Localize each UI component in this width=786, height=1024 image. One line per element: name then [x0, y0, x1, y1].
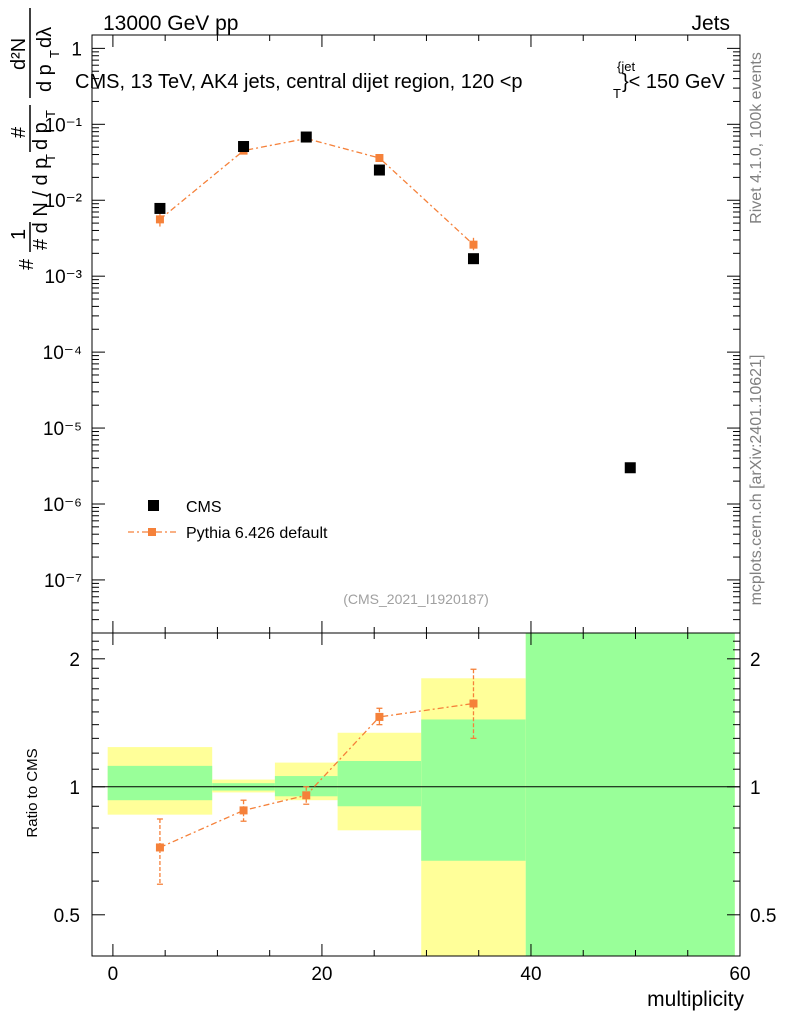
cms-data-point — [154, 202, 166, 214]
main-y-tick-labels: 1 10⁻¹ 10⁻² 10⁻³ 10⁻⁴ 10⁻⁵ 10⁻⁶ 10⁻⁷ — [43, 39, 82, 592]
plot-title-end: }< 150 GeV — [622, 71, 726, 93]
header-process: Jets — [691, 12, 730, 35]
legend: CMS Pythia 6.426 default — [128, 499, 328, 542]
ratio-band-inner-0 — [107, 765, 213, 801]
main-y-tick-label: 10⁻⁵ — [43, 419, 82, 440]
cms-data-point — [624, 462, 636, 474]
main-y-axis-label: # 1 # d N / d p T # d p T d²N d p T dλ — [8, 8, 62, 270]
main-y-tick-label: 10⁻³ — [45, 267, 83, 288]
ylabel-d2n: d²N — [8, 38, 30, 70]
main-y-tick-label: 10⁻⁴ — [43, 343, 82, 364]
ratio-band-inner-3 — [337, 760, 422, 807]
main-frame — [91, 34, 741, 634]
legend-cms-marker — [148, 500, 159, 511]
x-tick-label: 20 — [311, 964, 332, 985]
plot-title-superscript: {jet — [617, 59, 635, 74]
legend-cms-label: CMS — [186, 499, 222, 516]
analysis-watermark: (CMS_2021_I1920187) — [343, 591, 489, 607]
mc-main-point — [469, 240, 478, 249]
mc-main-line — [159, 137, 474, 246]
plot-title: CMS, 13 TeV, AK4 jets, central dijet reg… — [75, 59, 726, 101]
x-axis-label: multiplicity — [647, 988, 744, 1011]
ratio-band-inner-5 — [525, 633, 735, 956]
mc-ratio-series — [155, 668, 478, 885]
ylabel-dpt-dl-sub: T — [47, 50, 62, 58]
ylabel-dpt-dl: d p — [34, 64, 56, 92]
cms-data-series — [154, 131, 636, 474]
ratio-frame — [91, 632, 741, 957]
cms-data-point — [238, 141, 250, 153]
plot-title-main: CMS, 13 TeV, AK4 jets, central dijet reg… — [75, 71, 523, 93]
main-y-tick-label: 10⁻⁷ — [44, 571, 82, 592]
mc-ratio-point — [469, 699, 478, 708]
ylabel-dlambda: dλ — [34, 27, 56, 48]
mc-main-series — [155, 134, 478, 251]
ratio-y-axis-label: Ratio to CMS — [24, 748, 41, 837]
rivet-version-label: Rivet 4.1.0, 100k events — [748, 52, 765, 224]
legend-mc-marker — [148, 528, 156, 536]
ylabel-dpt-sub: T — [43, 110, 58, 118]
header-energy: 13000 GeV pp — [103, 12, 238, 35]
ratio-y-tick-label-right: 2 — [750, 650, 761, 671]
ratio-y-tick-label-right: 0.5 — [750, 906, 776, 927]
mcplots-label: mcplots.cern.ch [arXiv:2401.10621] — [748, 355, 765, 606]
cms-data-point — [467, 253, 479, 265]
x-tick-label: 60 — [729, 964, 750, 985]
main-y-tick-label: 10⁻⁶ — [43, 495, 82, 516]
ratio-band-inner-4 — [421, 719, 526, 861]
main-y-tick-label: 1 — [71, 39, 82, 60]
legend-mc-label: Pythia 6.426 default — [186, 525, 328, 542]
cms-data-point — [300, 131, 312, 143]
ratio-bands — [107, 633, 735, 956]
x-tick-label: 0 — [108, 964, 119, 985]
mc-main-point — [155, 215, 164, 224]
ratio-y-tick-labels: 0.5 0.5 1 1 2 2 — [54, 650, 777, 927]
ratio-y-tick-label-left: 1 — [69, 778, 80, 799]
ylabel-one: 1 — [8, 229, 30, 240]
main-y-tick-label: 10⁻¹ — [45, 115, 83, 136]
x-tick-label: 40 — [520, 964, 541, 985]
mc-ratio-point — [302, 791, 311, 800]
plot-title-subscript: T — [613, 86, 621, 101]
main-y-tick-label: 10⁻² — [45, 191, 83, 212]
axis-ticks — [92, 35, 741, 957]
ylabel-hash: # — [16, 258, 38, 270]
ratio-y-tick-label-right: 1 — [750, 778, 761, 799]
ylabel-dn-dpt-sub: T — [43, 154, 58, 162]
mc-main-point — [375, 154, 384, 163]
ylabel-dpt: d p — [30, 122, 52, 150]
mc-ratio-point — [239, 806, 248, 815]
mc-ratio-point — [155, 843, 164, 852]
mc-ratio-point — [375, 712, 384, 721]
ylabel-dn-dpt: # d N / d p — [30, 158, 52, 250]
ratio-y-tick-label-left: 2 — [69, 650, 80, 671]
x-tick-labels: 0 20 40 60 — [108, 964, 751, 985]
cms-data-point — [373, 164, 385, 176]
ratio-y-tick-label-left: 0.5 — [54, 906, 80, 927]
ylabel-hash-num: # — [8, 126, 30, 138]
